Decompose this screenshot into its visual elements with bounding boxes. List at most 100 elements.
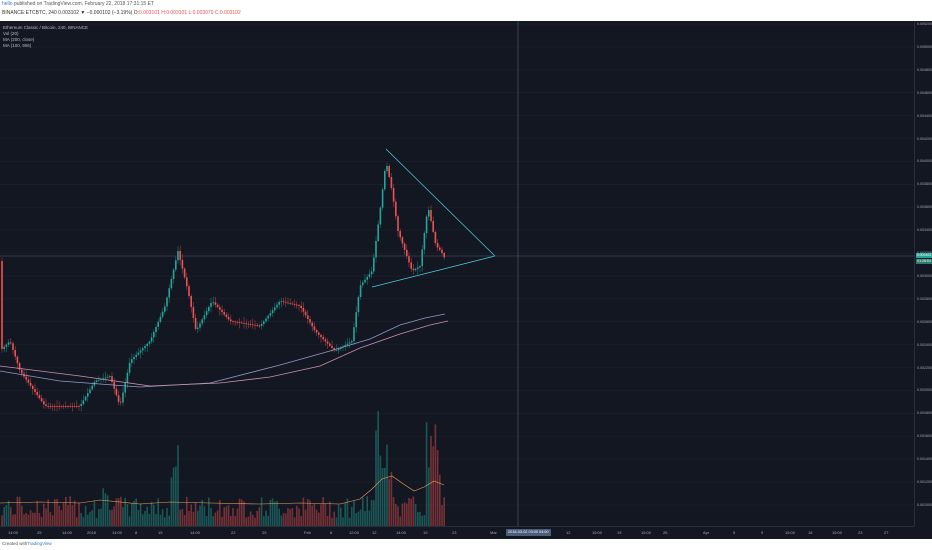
candle-body: [179, 251, 181, 260]
volume-bar: [3, 506, 5, 526]
candle-body: [388, 166, 390, 177]
tradingview-logo-link[interactable]: TradingView: [27, 541, 52, 546]
volume-bar: [115, 498, 118, 526]
legend-volume[interactable]: Vol (20): [3, 31, 19, 36]
volume-bar: [386, 444, 388, 526]
candle-body: [76, 406, 78, 407]
candle-body: [29, 382, 32, 386]
time-tick-label: 15:00: [592, 530, 603, 535]
legend-ma-100[interactable]: MA (100, 906): [3, 43, 32, 48]
time-tick-label: Mar: [490, 530, 497, 535]
candle-body: [109, 376, 111, 377]
volume-bar: [34, 512, 36, 526]
volume-bar: [144, 511, 146, 526]
candle-body: [164, 306, 166, 312]
volume-bar: [168, 515, 170, 526]
candle-body: [54, 406, 56, 407]
volume-bar: [302, 497, 305, 526]
volume-bar: [269, 500, 272, 526]
volume-bar: [263, 516, 265, 526]
candle-body: [362, 282, 364, 286]
candle-body: [188, 286, 190, 296]
candle-body: [348, 342, 351, 344]
author-link[interactable]: hello: [2, 1, 13, 7]
volume-bar: [109, 510, 111, 526]
volume-bar: [258, 507, 261, 526]
time-tick-label: 14:00: [8, 530, 19, 535]
candle-body: [14, 350, 16, 357]
volume-bar: [120, 496, 122, 526]
candle-body: [126, 372, 129, 383]
time-tick-label: 23: [858, 530, 863, 535]
volume-bar: [73, 500, 76, 526]
volume-bar: [359, 509, 362, 526]
candle-body: [340, 347, 342, 349]
volume-bar: [148, 513, 151, 526]
price-tick-label: 0.003400: [917, 228, 932, 233]
candle-body: [419, 266, 421, 268]
candle-body: [324, 339, 327, 342]
candle-body: [221, 309, 223, 313]
volume-bar: [441, 504, 443, 526]
candle-body: [254, 324, 256, 326]
time-tick-label: 15:00: [785, 530, 796, 535]
legend-ma-200[interactable]: MA (200, close): [3, 37, 35, 42]
volume-bar: [137, 509, 140, 526]
volume-bar: [293, 517, 296, 526]
chart-header: hello published on TradingView.com, Febr…: [0, 0, 932, 21]
candle-body: [168, 288, 170, 298]
triangle-upper-line: [385, 148, 496, 257]
time-tick-label: 12: [566, 530, 571, 535]
time-tick-label: 8: [135, 530, 138, 535]
candle-body: [368, 274, 371, 277]
volume-bar: [344, 502, 346, 526]
candle-body: [428, 210, 430, 217]
candle-body: [89, 389, 91, 393]
price-tick-label: 0.004000: [917, 159, 932, 164]
candle-body: [397, 216, 399, 231]
time-tick-label: 23: [452, 530, 457, 535]
candle-body: [208, 307, 210, 312]
volume-bar: [201, 499, 203, 526]
time-axis[interactable]: 14:00 25 14:00 2018 14:00 8 15 14:00 22 29 Feb 8 12:…: [0, 526, 914, 540]
candle-body: [62, 406, 65, 407]
time-tick-label: 14:00: [190, 530, 201, 535]
time-tick-label: 19: [423, 530, 428, 535]
volume-bar: [111, 509, 113, 526]
candle-body: [166, 297, 168, 307]
candle-body: [111, 376, 113, 382]
price-tick-label: 0.002000: [917, 388, 932, 393]
candle-body: [56, 406, 58, 407]
candle-body: [232, 321, 234, 322]
candle-body: [181, 259, 184, 269]
volume-bar: [315, 509, 318, 526]
candle-body: [84, 396, 87, 401]
volume-bar: [373, 500, 375, 526]
volume-bar: [179, 509, 181, 526]
ma-200-line: [0, 313, 446, 388]
candle-body: [40, 398, 43, 402]
candle-body: [104, 377, 107, 379]
price-tick-label: 0.001800: [917, 411, 932, 416]
candle-body: [423, 233, 426, 250]
volume-bar: [399, 516, 401, 526]
price-tick-label: 0.001600: [917, 434, 932, 439]
candle-body: [203, 315, 206, 320]
price-axis[interactable]: 0.005200 0.005000 0.004800 0.004600 0.004400…: [914, 21, 932, 526]
chart-pane[interactable]: [0, 21, 914, 526]
volume-bars: [1, 411, 445, 526]
price-chart[interactable]: [0, 21, 914, 526]
volume-bar: [304, 509, 307, 526]
candle-body: [381, 189, 384, 208]
time-tick-label: 27: [884, 530, 889, 535]
volume-bar: [32, 512, 34, 526]
price-tick-label: 0.002600: [917, 319, 932, 324]
candle-body: [205, 311, 208, 316]
volume-bar: [159, 514, 162, 526]
candle-body: [300, 305, 302, 308]
candle-body: [280, 301, 283, 303]
volume-bar: [139, 503, 142, 526]
candle-body: [159, 316, 162, 322]
candle-body: [252, 324, 254, 326]
candle-body: [245, 323, 247, 325]
